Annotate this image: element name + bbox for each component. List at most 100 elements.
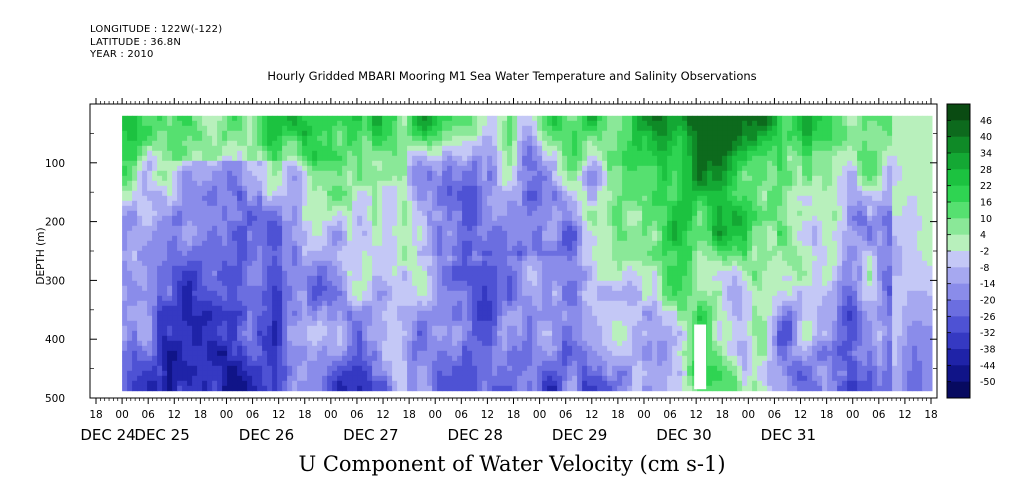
field-cell — [477, 325, 483, 332]
field-cell — [302, 250, 308, 257]
field-cell — [272, 385, 278, 392]
field-cell — [267, 345, 273, 352]
field-cell — [162, 355, 168, 362]
field-cell — [537, 165, 543, 172]
field-cell — [497, 315, 503, 322]
field-cell — [447, 225, 453, 232]
field-cell — [522, 350, 528, 357]
field-cell — [347, 310, 353, 317]
field-cell — [187, 340, 193, 347]
field-cell — [567, 205, 573, 212]
field-cell — [212, 140, 218, 147]
field-cell — [467, 290, 473, 297]
field-cell — [432, 285, 438, 292]
field-cell — [282, 125, 288, 132]
field-cell — [132, 215, 138, 222]
field-cell — [282, 355, 288, 362]
field-cell — [172, 335, 178, 342]
field-cell — [517, 150, 523, 157]
field-cell — [172, 310, 178, 317]
field-cell — [207, 145, 213, 152]
field-cell — [452, 135, 458, 142]
field-cell — [412, 380, 418, 387]
field-cell — [362, 160, 368, 167]
field-cell — [492, 140, 498, 147]
field-cell — [472, 370, 478, 377]
field-cell — [322, 270, 328, 277]
field-cell — [257, 180, 263, 187]
field-cell — [202, 190, 208, 197]
field-cell — [542, 270, 548, 277]
field-cell — [172, 275, 178, 282]
field-cell — [122, 355, 128, 362]
field-cell — [422, 145, 428, 152]
field-cell — [462, 335, 468, 342]
field-cell — [557, 330, 563, 337]
field-cell — [432, 200, 438, 207]
field-cell — [312, 345, 318, 352]
field-cell — [572, 125, 578, 132]
field-cell — [402, 155, 408, 162]
field-cell — [182, 370, 188, 377]
field-cell — [567, 125, 573, 132]
field-cell — [467, 215, 473, 222]
field-cell — [317, 265, 323, 272]
field-cell — [142, 335, 148, 342]
field-cell — [507, 325, 513, 332]
field-cell — [272, 355, 278, 362]
field-cell — [312, 280, 318, 287]
field-cell — [277, 160, 283, 167]
field-cell — [472, 310, 478, 317]
field-cell — [552, 265, 558, 272]
field-cell — [252, 165, 258, 172]
field-cell — [497, 230, 503, 237]
field-cell — [417, 335, 423, 342]
field-cell — [547, 325, 553, 332]
field-cell — [197, 350, 203, 357]
field-cell — [357, 190, 363, 197]
field-cell — [277, 165, 283, 172]
field-cell — [342, 130, 348, 137]
field-cell — [467, 375, 473, 382]
field-cell — [492, 240, 498, 247]
field-cell — [537, 245, 543, 252]
field-cell — [202, 340, 208, 347]
field-cell — [167, 240, 173, 247]
field-cell — [127, 180, 133, 187]
field-cell — [232, 300, 238, 307]
field-cell — [192, 250, 198, 257]
field-cell — [272, 310, 278, 317]
field-cell — [482, 165, 488, 172]
field-cell — [542, 140, 548, 147]
field-cell — [407, 225, 413, 232]
field-cell — [237, 220, 243, 227]
field-cell — [482, 220, 488, 227]
field-cell — [442, 290, 448, 297]
field-cell — [357, 180, 363, 187]
field-cell — [137, 325, 143, 332]
field-cell — [267, 225, 273, 232]
field-cell — [247, 210, 253, 217]
field-cell — [427, 335, 433, 342]
field-cell — [157, 315, 163, 322]
field-cell — [362, 220, 368, 227]
field-cell — [282, 225, 288, 232]
field-cell — [477, 220, 483, 227]
field-cell — [447, 220, 453, 227]
field-cell — [407, 335, 413, 342]
field-cell — [182, 335, 188, 342]
field-cell — [327, 385, 333, 392]
field-cell — [442, 115, 448, 122]
field-cell — [232, 335, 238, 342]
field-cell — [517, 225, 523, 232]
field-cell — [527, 370, 533, 377]
field-cell — [332, 360, 338, 367]
field-cell — [252, 225, 258, 232]
field-cell — [247, 185, 253, 192]
field-cell — [267, 320, 273, 327]
field-cell — [542, 305, 548, 312]
field-cell — [282, 200, 288, 207]
field-cell — [377, 315, 383, 322]
field-cell — [352, 385, 358, 392]
field-cell — [177, 165, 183, 172]
